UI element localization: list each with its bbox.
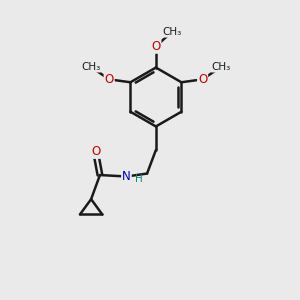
Text: O: O <box>198 73 207 86</box>
Text: CH₃: CH₃ <box>163 27 182 37</box>
Text: CH₃: CH₃ <box>163 27 182 37</box>
Text: CH₃: CH₃ <box>211 62 230 72</box>
Text: N: N <box>122 170 131 183</box>
Text: O: O <box>105 73 114 86</box>
Text: O: O <box>91 145 100 158</box>
Text: H: H <box>135 174 143 184</box>
Text: O: O <box>151 40 160 53</box>
Text: CH₃: CH₃ <box>81 62 101 72</box>
